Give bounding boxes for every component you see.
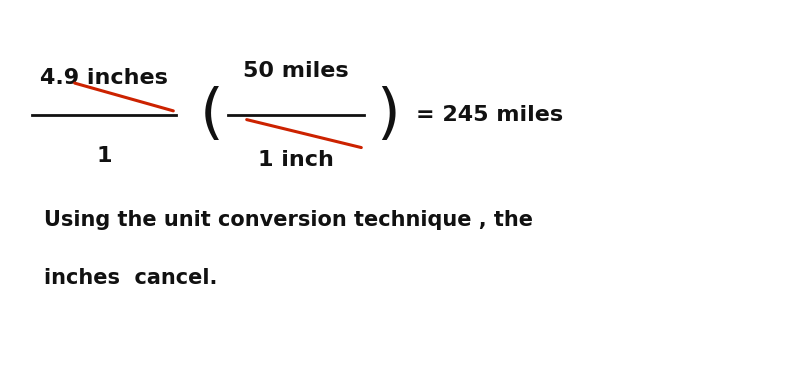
Text: 4.9 inches: 4.9 inches (40, 68, 168, 88)
Text: 50 miles: 50 miles (243, 60, 349, 81)
Text: 1: 1 (96, 146, 112, 167)
Text: (: ( (200, 86, 224, 145)
Text: = 245 miles: = 245 miles (416, 105, 563, 125)
Text: ): ) (376, 86, 400, 145)
Text: Using the unit conversion technique , the: Using the unit conversion technique , th… (44, 210, 533, 229)
Text: 1 inch: 1 inch (258, 150, 334, 170)
Text: inches  cancel.: inches cancel. (44, 268, 218, 288)
